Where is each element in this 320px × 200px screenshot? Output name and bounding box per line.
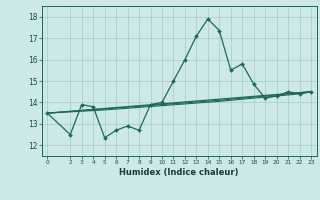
X-axis label: Humidex (Indice chaleur): Humidex (Indice chaleur) bbox=[119, 168, 239, 177]
